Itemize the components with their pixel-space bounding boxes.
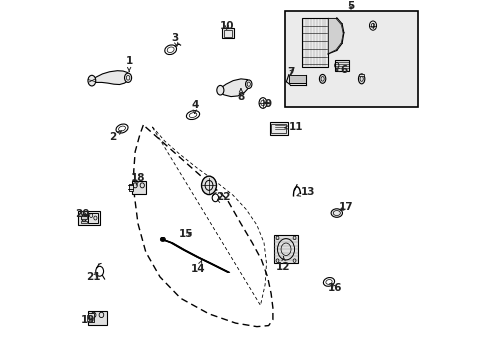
Bar <box>131 181 145 194</box>
Text: 20: 20 <box>75 209 89 219</box>
Text: 4: 4 <box>191 100 198 113</box>
Bar <box>271 123 286 133</box>
Text: 21: 21 <box>86 272 101 282</box>
Bar <box>334 60 348 71</box>
Bar <box>88 311 106 324</box>
Polygon shape <box>219 79 249 96</box>
Bar <box>129 184 132 192</box>
Bar <box>87 213 98 223</box>
Bar <box>224 30 232 37</box>
Bar <box>222 28 233 39</box>
Text: 13: 13 <box>296 187 315 197</box>
Bar <box>358 73 364 76</box>
Bar <box>81 211 86 214</box>
Text: 9: 9 <box>264 99 270 109</box>
Text: 6: 6 <box>335 65 347 75</box>
Bar <box>302 18 327 67</box>
Text: 16: 16 <box>327 283 342 293</box>
Bar <box>285 11 418 107</box>
Text: 7: 7 <box>287 67 294 77</box>
Text: 17: 17 <box>338 202 352 212</box>
Text: 1: 1 <box>125 56 132 72</box>
Text: 3: 3 <box>171 33 179 46</box>
Ellipse shape <box>88 75 96 86</box>
Polygon shape <box>91 71 130 85</box>
Bar <box>78 211 100 225</box>
Text: 22: 22 <box>216 192 230 202</box>
Text: 2: 2 <box>109 131 122 143</box>
Bar <box>288 75 305 84</box>
Bar <box>269 122 287 135</box>
Text: 15: 15 <box>178 229 193 239</box>
Ellipse shape <box>358 74 364 84</box>
Bar <box>88 313 93 323</box>
Bar <box>81 216 86 219</box>
Ellipse shape <box>216 85 224 95</box>
Bar <box>81 221 86 223</box>
Ellipse shape <box>201 176 216 195</box>
Ellipse shape <box>330 209 342 217</box>
Text: 8: 8 <box>237 89 244 102</box>
Ellipse shape <box>124 73 131 82</box>
Text: 19: 19 <box>81 315 95 325</box>
Text: 10: 10 <box>219 21 234 31</box>
Text: 12: 12 <box>276 256 290 272</box>
Text: 18: 18 <box>130 172 145 185</box>
Bar <box>86 315 89 321</box>
Text: 14: 14 <box>191 261 205 274</box>
Text: 11: 11 <box>284 122 303 132</box>
Ellipse shape <box>245 80 251 89</box>
Polygon shape <box>327 18 343 54</box>
Text: 5: 5 <box>346 1 354 11</box>
Bar <box>273 235 298 264</box>
Ellipse shape <box>319 75 325 83</box>
